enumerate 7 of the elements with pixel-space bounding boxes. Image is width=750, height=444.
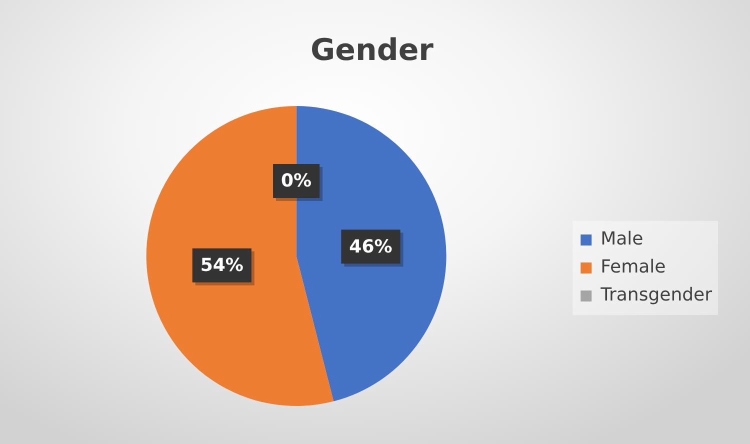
legend-label: Transgender — [600, 284, 713, 306]
data-label: 46% — [349, 236, 392, 258]
legend-label: Female — [600, 256, 666, 278]
text: 0% — [281, 170, 312, 192]
chart-title: Gender — [310, 32, 434, 68]
legend-label: Male — [600, 228, 644, 250]
data-label: 54% — [200, 255, 244, 276]
